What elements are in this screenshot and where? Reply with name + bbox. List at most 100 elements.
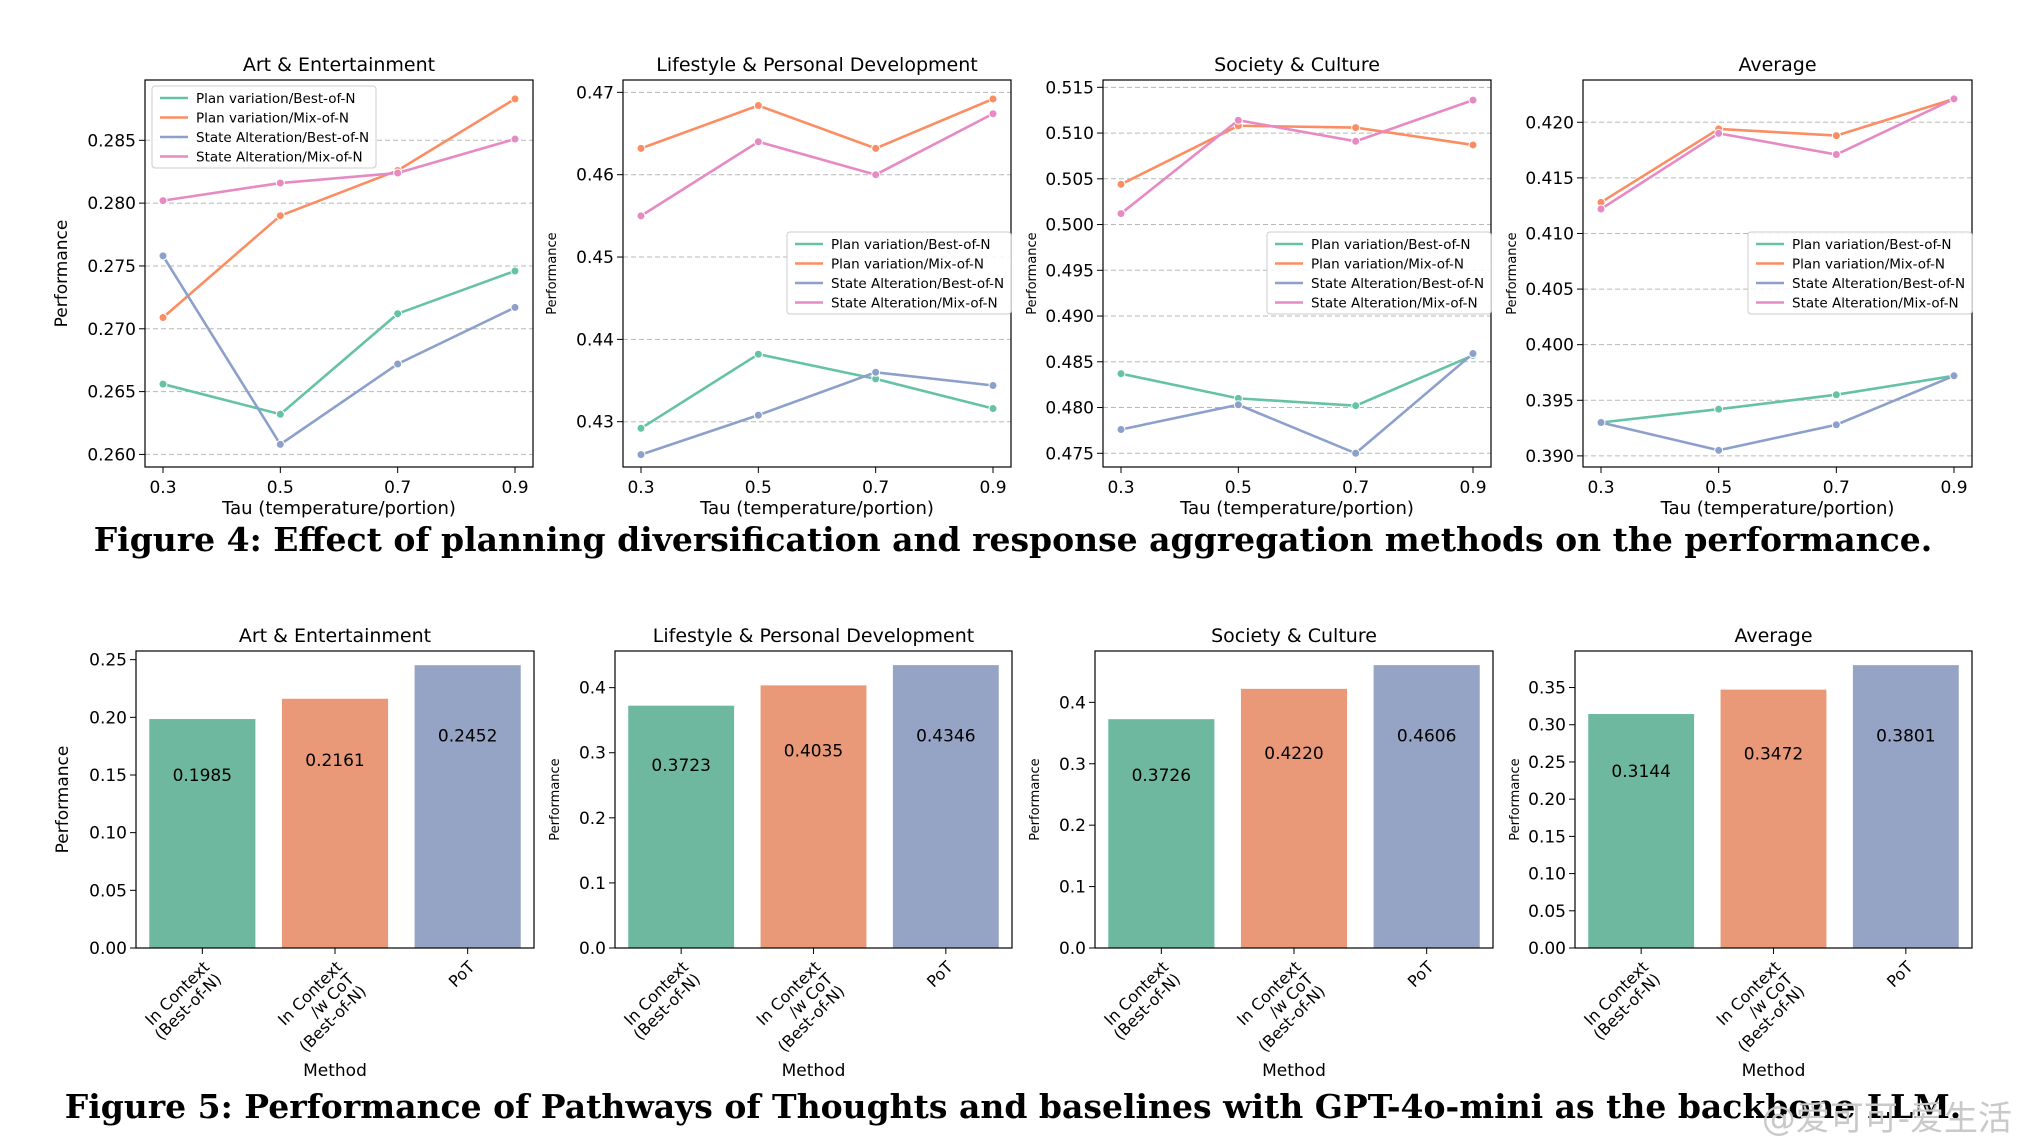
series-line bbox=[161, 255, 516, 447]
x-axis-label: Tau (temperature/portion) bbox=[1660, 498, 1895, 519]
y-tick-label: 0.43 bbox=[576, 413, 614, 433]
x-tick-label: In Context(Best-of-N) bbox=[1578, 957, 1664, 1043]
bar-value-label: 0.1985 bbox=[173, 766, 232, 786]
x-tick-label: In Context(Best-of-N) bbox=[139, 957, 225, 1043]
y-tick-label: 0.490 bbox=[1045, 307, 1094, 327]
series-line bbox=[1120, 354, 1474, 408]
bar-value-label: 0.3801 bbox=[1876, 727, 1935, 747]
line-chart-panel: 0.260 0.265 0.270 0.275 0.280 0.285 0.3 0.5 0.7 0… bbox=[52, 54, 534, 519]
legend: Plan variation/Best-of-N Plan variation/M… bbox=[1747, 231, 1973, 315]
legend: Plan variation/Best-of-N Plan variation/M… bbox=[151, 85, 377, 169]
line-chart-panel: 0.475 0.480 0.485 0.490 0.495 0.500 0.505 0.510… bbox=[1025, 54, 1492, 519]
data-point bbox=[753, 137, 763, 147]
data-point bbox=[1714, 404, 1724, 414]
plot-frame bbox=[1574, 650, 1973, 949]
x-tick-label: 0.5 bbox=[745, 478, 772, 498]
y-tick-label: 0.480 bbox=[1045, 399, 1094, 419]
data-point bbox=[158, 251, 168, 261]
y-tick-label: 0.405 bbox=[1525, 280, 1574, 300]
bar-chart-panel: 0.00 0.05 0.10 0.15 0.20 0.25 0.1985 In Context… bbox=[53, 625, 535, 1081]
series-line bbox=[162, 269, 516, 416]
y-tick-label: 0.4 bbox=[579, 679, 606, 699]
data-point bbox=[1468, 140, 1478, 150]
data-point bbox=[988, 94, 998, 104]
data-point bbox=[636, 450, 646, 460]
y-tick-label: 0.10 bbox=[1528, 865, 1566, 885]
bar-value-label: 0.2452 bbox=[438, 727, 497, 747]
legend-box bbox=[1266, 231, 1492, 315]
data-point bbox=[1233, 400, 1243, 410]
data-point bbox=[1233, 115, 1243, 125]
legend-label: Plan variation/Mix-of-N bbox=[1792, 257, 1945, 273]
y-tick-label: 0.30 bbox=[1528, 716, 1566, 736]
x-tick-label: In Context(Best-of-N) bbox=[618, 957, 704, 1043]
data-point bbox=[871, 170, 881, 180]
legend-label: Plan variation/Mix-of-N bbox=[831, 257, 984, 273]
data-point bbox=[1714, 445, 1724, 455]
y-tick-label: 0.3 bbox=[579, 744, 606, 764]
y-axis-label: Performance bbox=[1505, 232, 1520, 314]
x-axis-label: Tau (temperature/portion) bbox=[1179, 498, 1414, 519]
bar bbox=[414, 665, 521, 948]
y-tick-label: 0.395 bbox=[1525, 391, 1574, 411]
series-line bbox=[1600, 374, 1955, 452]
data-point bbox=[275, 439, 285, 449]
data-point bbox=[1596, 418, 1606, 428]
x-tick-label: 0.7 bbox=[862, 478, 889, 498]
data-point bbox=[510, 302, 520, 312]
chart-title: Society & Culture bbox=[1211, 625, 1377, 647]
data-point bbox=[753, 410, 763, 420]
legend-label: Plan variation/Best-of-N bbox=[831, 237, 991, 253]
series-line bbox=[1120, 98, 1474, 215]
bar bbox=[892, 665, 999, 948]
y-tick-label: 0.15 bbox=[1528, 827, 1566, 847]
data-point bbox=[1468, 349, 1478, 359]
figure-5-caption: Figure 5: Performance of Pathways of Tho… bbox=[64, 1087, 1962, 1126]
series-line bbox=[640, 352, 994, 430]
y-axis-label: Performance bbox=[1028, 758, 1043, 840]
line-chart-panel: 0.390 0.395 0.400 0.405 0.410 0.415 0.420 0.3 0.… bbox=[1505, 54, 1973, 519]
series-line bbox=[1600, 97, 1955, 211]
data-point bbox=[988, 380, 998, 390]
x-tick-label: 0.3 bbox=[1107, 478, 1134, 498]
x-tick-label: 0.9 bbox=[1459, 478, 1486, 498]
series-line bbox=[640, 97, 994, 150]
y-tick-label: 0.475 bbox=[1045, 444, 1094, 464]
data-point bbox=[393, 359, 403, 369]
legend-label: State Alteration/Best-of-N bbox=[831, 276, 1004, 292]
bar bbox=[628, 705, 735, 948]
legend-label: State Alteration/Mix-of-N bbox=[196, 150, 363, 166]
data-point bbox=[275, 178, 285, 188]
legend-box bbox=[151, 85, 377, 169]
bar bbox=[760, 685, 867, 948]
y-tick-label: 0.44 bbox=[576, 330, 614, 350]
data-point bbox=[1949, 94, 1959, 104]
x-axis-label: Tau (temperature/portion) bbox=[699, 498, 934, 519]
x-tick-label: PoT bbox=[1883, 957, 1917, 991]
x-tick-label: 0.9 bbox=[979, 478, 1006, 498]
y-tick-label: 0.515 bbox=[1045, 78, 1094, 98]
data-point bbox=[1351, 123, 1361, 133]
data-point bbox=[753, 101, 763, 111]
data-point bbox=[158, 196, 168, 206]
y-tick-label: 0.275 bbox=[87, 257, 136, 277]
bar bbox=[1720, 689, 1827, 948]
x-tick-label: In Context(Best-of-N) bbox=[1098, 957, 1184, 1043]
plot-frame bbox=[144, 79, 534, 468]
legend: Plan variation/Best-of-N Plan variation/M… bbox=[1266, 231, 1492, 315]
data-point bbox=[871, 367, 881, 377]
data-point bbox=[275, 211, 285, 221]
y-tick-label: 0.20 bbox=[89, 708, 127, 728]
series-line bbox=[1600, 374, 1955, 424]
x-tick-label: 0.5 bbox=[1705, 478, 1732, 498]
series-line bbox=[1120, 352, 1474, 455]
data-point bbox=[158, 379, 168, 389]
data-point bbox=[1351, 401, 1361, 411]
x-tick-label: PoT bbox=[923, 957, 957, 991]
y-tick-label: 0.46 bbox=[576, 166, 614, 186]
y-tick-label: 0.285 bbox=[87, 131, 136, 151]
data-point bbox=[510, 266, 520, 276]
data-point bbox=[1116, 179, 1126, 189]
y-tick-label: 0.400 bbox=[1525, 336, 1574, 356]
